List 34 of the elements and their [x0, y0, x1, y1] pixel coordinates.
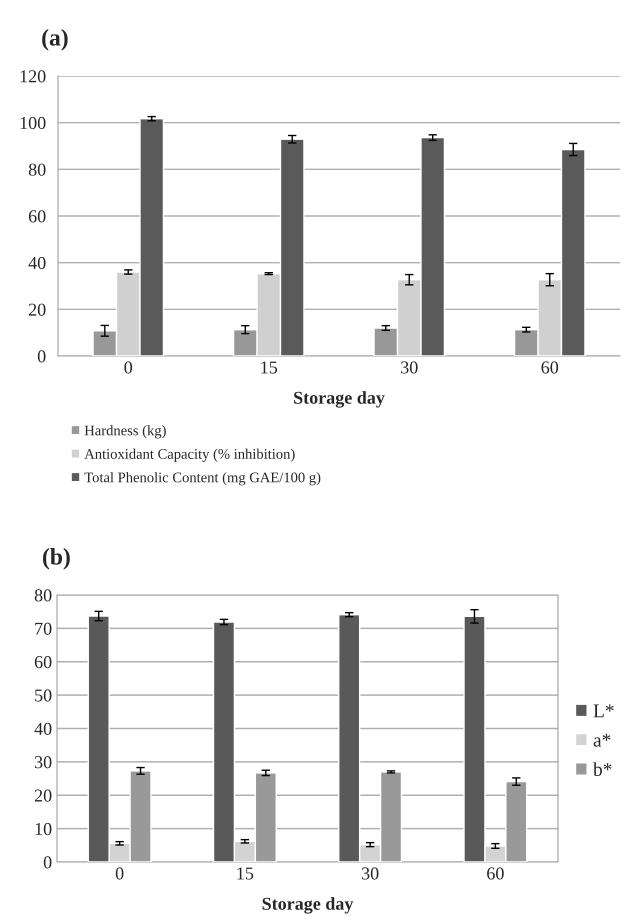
x-tick-label: 0	[124, 361, 132, 374]
y-tick-label: 20	[28, 304, 46, 316]
x-tick-label: 30	[401, 361, 418, 374]
x-tick-label: 30	[362, 867, 378, 880]
legend-label: Total Phenolic Content (mg GAE/100 g)	[84, 472, 320, 486]
x-tick-label: 15	[261, 361, 278, 374]
x-tick-label: 60	[542, 361, 558, 374]
x-axis-title: Storage day	[262, 897, 354, 914]
legend-label: b*	[593, 762, 612, 776]
y-tick-label: 20	[34, 790, 52, 802]
y-tick-label: 40	[34, 722, 52, 735]
y-tick-label: 50	[35, 689, 52, 702]
y-tick-label: 10	[36, 822, 52, 836]
x-tick-label: 0	[116, 867, 124, 880]
y-tick-label: 60	[28, 210, 46, 222]
legend-label: Hardness (kg)	[84, 425, 166, 438]
y-tick-label: 0	[44, 856, 52, 868]
legend-label: Antioxidant Capacity (% inhibition)	[84, 448, 295, 462]
y-tick-label: 70	[35, 622, 52, 635]
chart-title: (a)	[42, 29, 68, 50]
y-tick-label: 0	[38, 350, 46, 362]
legend-label: L*	[594, 704, 614, 718]
x-tick-label: 15	[237, 867, 254, 880]
y-tick-label: 120	[20, 70, 46, 82]
legend-label: a*	[594, 734, 610, 747]
y-tick-label: 80	[28, 164, 46, 176]
x-axis-title: Storage day	[294, 391, 385, 408]
chart-title: (b)	[43, 548, 70, 570]
y-tick-label: 100	[20, 116, 46, 130]
y-tick-label: 60	[34, 656, 52, 668]
x-tick-label: 60	[487, 867, 504, 880]
y-tick-label: 80	[34, 589, 52, 602]
y-tick-label: 40	[28, 256, 46, 270]
y-tick-label: 30	[34, 756, 52, 768]
